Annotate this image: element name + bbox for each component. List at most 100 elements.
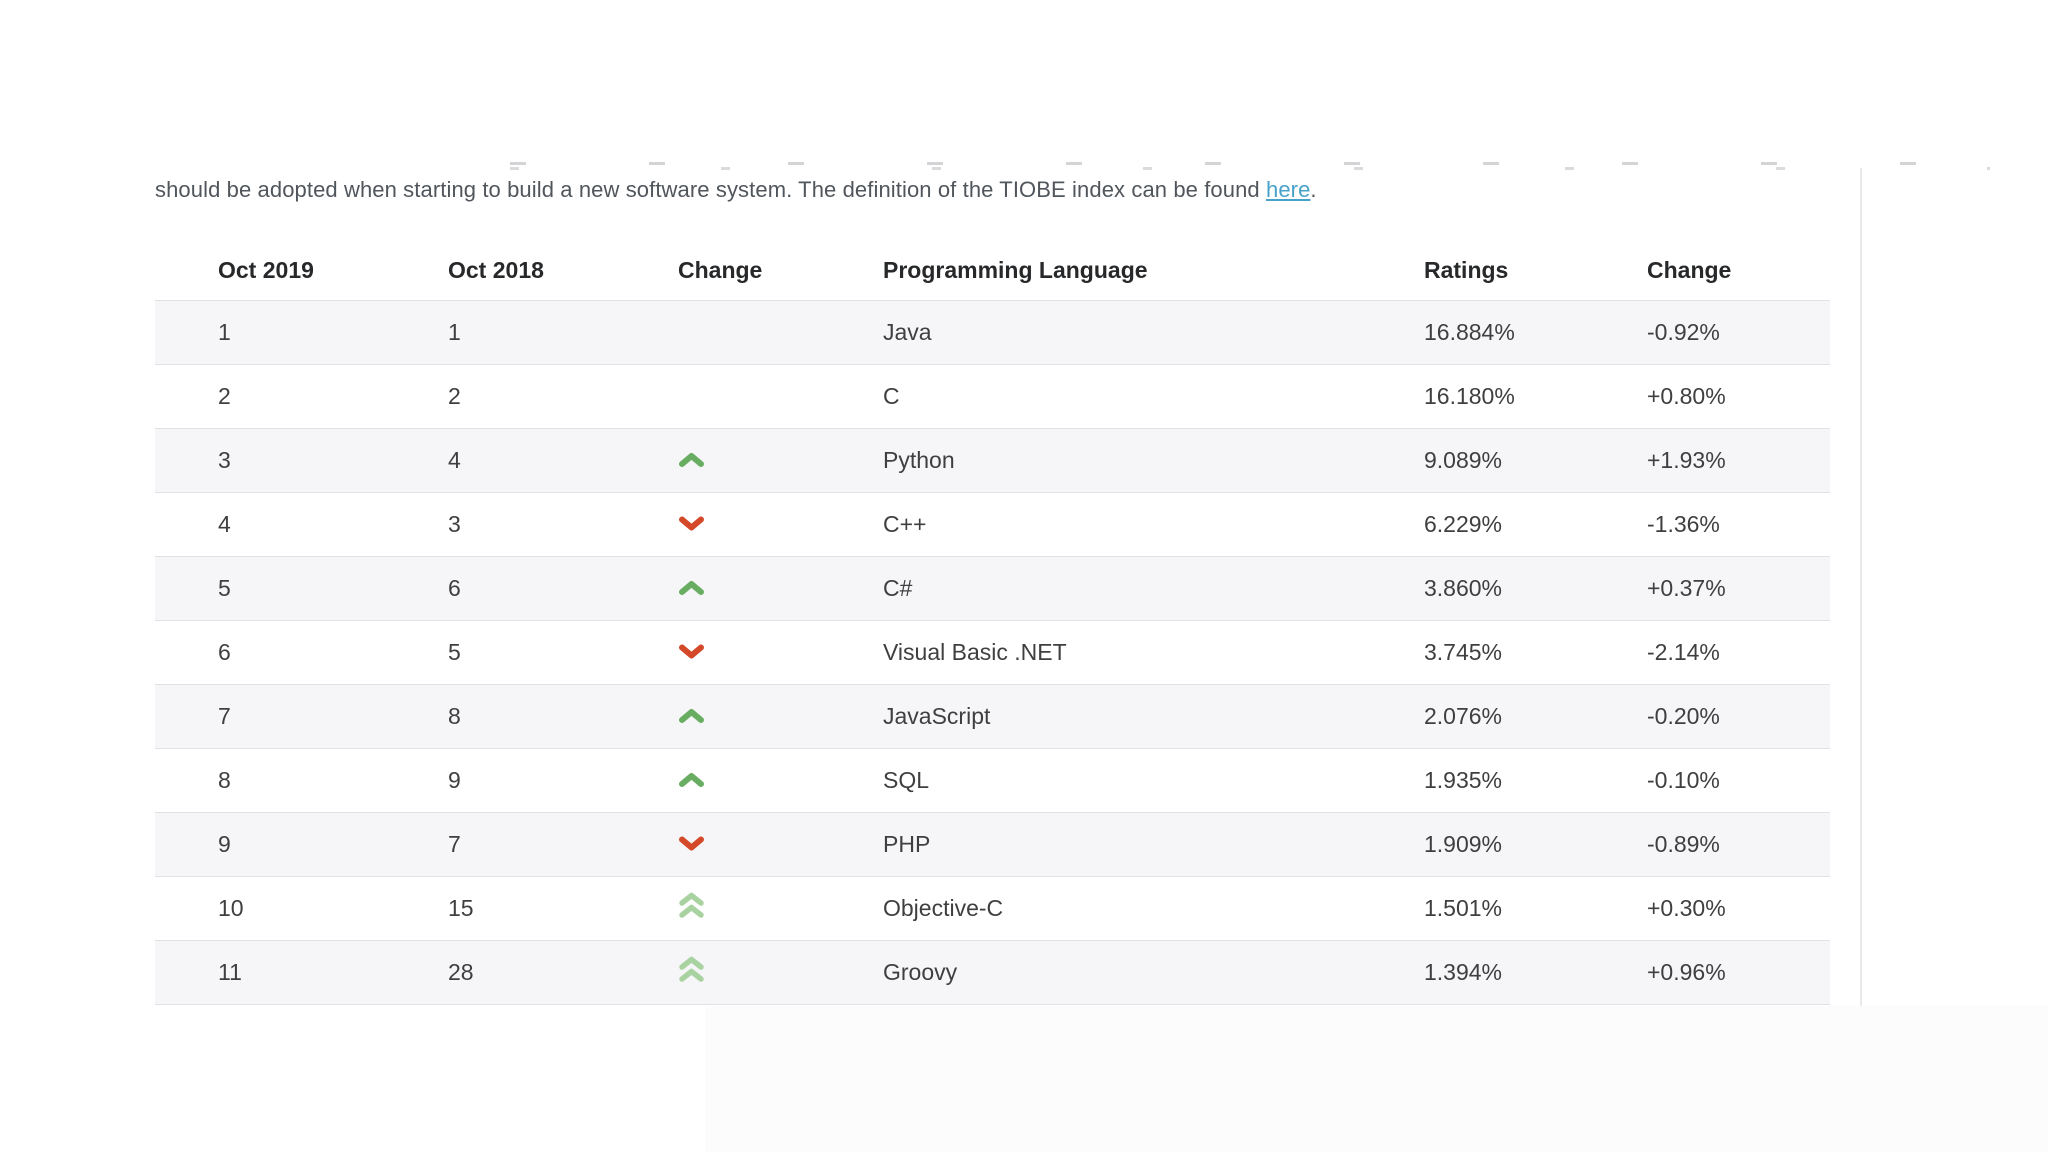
rank-oct2018-cell: 6	[448, 575, 461, 601]
table-row: 4 3 C++ 6.229% -1.36%	[155, 492, 1830, 556]
table-row: 5 6 C# 3.860% +0.37%	[155, 556, 1830, 620]
rank-oct2018-cell: 7	[448, 831, 461, 857]
language-cell: Java	[883, 319, 932, 345]
rank-oct2018-cell: 15	[448, 895, 474, 921]
table-header-row: Oct 2019 Oct 2018 Change Programming Langua…	[155, 240, 1830, 300]
change-pct-cell: -0.92%	[1647, 319, 1720, 345]
chevron-up-icon	[678, 707, 705, 724]
language-cell: SQL	[883, 767, 930, 793]
column-header-change: Change	[678, 256, 763, 283]
rank-oct2019-cell: 3	[218, 447, 231, 473]
change-pct-cell: -0.10%	[1647, 767, 1720, 793]
ratings-cell: 1.909%	[1424, 831, 1503, 857]
change-pct-cell: +0.80%	[1647, 383, 1726, 409]
rank-oct2019-cell: 7	[218, 703, 231, 729]
ratings-cell: 2.076%	[1424, 703, 1503, 729]
bottom-shade	[705, 1006, 2048, 1152]
chevron-down-icon	[678, 643, 705, 660]
clipped-text-line	[510, 159, 1990, 172]
column-header-programming-language: Programming Language	[883, 256, 1148, 283]
content-right-divider	[1860, 168, 1862, 1006]
change-indicator-cell	[678, 575, 883, 602]
ratings-cell: 1.935%	[1424, 767, 1503, 793]
language-cell: PHP	[883, 831, 931, 857]
column-header-oct2018: Oct 2018	[448, 256, 544, 283]
change-pct-cell: +0.37%	[1647, 575, 1726, 601]
table-row: 8 9 SQL 1.935% -0.10%	[155, 748, 1830, 812]
language-cell: C#	[883, 575, 913, 601]
rank-oct2019-cell: 2	[218, 383, 231, 409]
chevron-up-icon	[678, 771, 705, 788]
table-row: 6 5 Visual Basic .NET 3.745% -2.14%	[155, 620, 1830, 684]
rank-oct2019-cell: 8	[218, 767, 231, 793]
change-indicator-cell	[678, 447, 883, 474]
change-indicator-cell	[678, 639, 883, 666]
change-indicator-cell	[678, 891, 883, 926]
intro-period: .	[1310, 177, 1317, 202]
change-pct-cell: -0.20%	[1647, 703, 1720, 729]
rank-oct2019-cell: 6	[218, 639, 231, 665]
chevron-up-icon	[678, 451, 705, 468]
change-pct-cell: -0.89%	[1647, 831, 1720, 857]
table-row: 7 8 JavaScript 2.076% -0.20%	[155, 684, 1830, 748]
change-indicator-cell	[678, 831, 883, 858]
change-indicator-cell	[678, 703, 883, 730]
rank-oct2018-cell: 9	[448, 767, 461, 793]
language-cell: C++	[883, 511, 927, 537]
table-body: 1 1 Java 16.884% -0.92% 2 2 C 16.180% +0.80% 3 4 Pyt…	[155, 300, 1830, 1005]
change-indicator-cell	[678, 511, 883, 538]
rank-oct2018-cell: 5	[448, 639, 461, 665]
ratings-cell: 1.394%	[1424, 959, 1503, 985]
chevron-up-icon	[678, 579, 705, 596]
rank-oct2019-cell: 5	[218, 575, 231, 601]
rank-oct2018-cell: 2	[448, 383, 461, 409]
table-row: 2 2 C 16.180% +0.80%	[155, 364, 1830, 428]
rank-oct2018-cell: 8	[448, 703, 461, 729]
intro-paragraph: should be adopted when starting to build…	[155, 176, 1317, 204]
here-link[interactable]: here	[1265, 177, 1311, 202]
change-pct-cell: +0.30%	[1647, 895, 1726, 921]
change-pct-cell: -1.36%	[1647, 511, 1720, 537]
table-row: 1 1 Java 16.884% -0.92%	[155, 300, 1830, 364]
rank-oct2019-cell: 1	[218, 319, 231, 345]
ratings-cell: 3.860%	[1424, 575, 1503, 601]
rank-oct2018-cell: 1	[448, 319, 461, 345]
chevron-down-icon	[678, 835, 705, 852]
ratings-cell: 9.089%	[1424, 447, 1503, 473]
change-pct-cell: +0.96%	[1647, 959, 1726, 985]
rank-oct2018-cell: 3	[448, 511, 461, 537]
ratings-cell: 16.884%	[1424, 319, 1515, 345]
language-cell: Objective-C	[883, 895, 1004, 921]
change-indicator-cell	[678, 767, 883, 794]
intro-text: should be adopted when starting to build…	[155, 177, 1266, 202]
rank-oct2019-cell: 9	[218, 831, 231, 857]
chevron-down-icon	[678, 515, 705, 532]
ratings-cell: 6.229%	[1424, 511, 1503, 537]
rank-oct2019-cell: 4	[218, 511, 231, 537]
ratings-cell: 3.745%	[1424, 639, 1503, 665]
column-header-ratings: Ratings	[1424, 256, 1509, 283]
table-row: 11 28 Groovy 1.394% +0.96%	[155, 940, 1830, 1004]
column-header-oct2019: Oct 2019	[218, 256, 314, 283]
rank-oct2019-cell: 10	[218, 895, 244, 921]
table-row: 9 7 PHP 1.909% -0.89%	[155, 812, 1830, 876]
rank-oct2019-cell: 11	[218, 959, 242, 985]
tiobe-index-table: Oct 2019 Oct 2018 Change Programming Langua…	[155, 240, 1830, 1005]
double-chevron-up-icon	[678, 891, 705, 920]
change-indicator-cell	[678, 955, 883, 990]
rank-oct2018-cell: 28	[448, 959, 474, 985]
change-pct-cell: +1.93%	[1647, 447, 1726, 473]
language-cell: JavaScript	[883, 703, 991, 729]
rank-oct2018-cell: 4	[448, 447, 461, 473]
ratings-cell: 16.180%	[1424, 383, 1515, 409]
table-row: 10 15 Objective-C 1.501% +0.30%	[155, 876, 1830, 940]
language-cell: C	[883, 383, 900, 409]
language-cell: Groovy	[883, 959, 958, 985]
language-cell: Python	[883, 447, 955, 473]
table-row: 3 4 Python 9.089% +1.93%	[155, 428, 1830, 492]
double-chevron-up-icon	[678, 955, 705, 984]
ratings-cell: 1.501%	[1424, 895, 1503, 921]
change-pct-cell: -2.14%	[1647, 639, 1720, 665]
column-header-change-pct: Change	[1647, 256, 1732, 283]
